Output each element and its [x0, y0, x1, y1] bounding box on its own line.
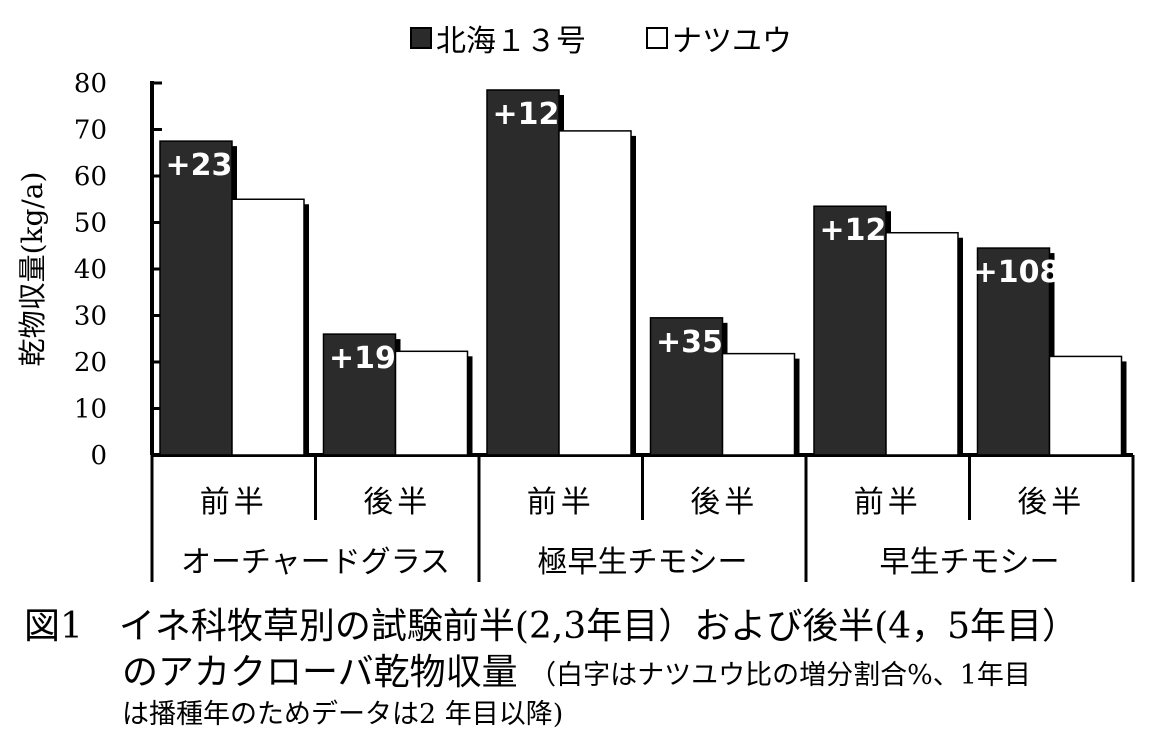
bar-s2-3 — [721, 352, 796, 456]
bar-s1-1 — [322, 333, 397, 456]
bar-s2-1 — [394, 350, 469, 456]
bar-s1-5 — [976, 247, 1051, 456]
x-tick-label-2: 前半 — [527, 485, 595, 520]
y-tick-label-50: 50 — [74, 209, 107, 239]
data-label-3: +35 — [656, 325, 723, 360]
data-label-2: +12 — [493, 97, 560, 132]
bar-s2-2 — [558, 130, 632, 456]
data-label-4: +12 — [820, 213, 887, 248]
y-tick-label-40: 40 — [74, 255, 107, 285]
caption-line-2: のアカクローバ乾物収量 （白字はナツユウ比の増分割合%、1年目 — [24, 651, 1154, 698]
figure-caption: 図1 イネ科牧草別の試験前半(2,3年目）および後半(4，5年目） のアカクロー… — [24, 603, 1154, 732]
x-tick-label-5: 後半 — [1017, 485, 1085, 520]
bar-s1-4 — [813, 205, 887, 456]
group-label-0: オーチャードグラス — [181, 545, 450, 580]
y-axis-label: 乾物収量(kg/a) — [16, 172, 49, 367]
y-tick-label-20: 20 — [74, 348, 107, 378]
y-tick-label-80: 80 — [74, 69, 107, 99]
bar-s1-0 — [159, 140, 233, 456]
data-label-1: +19 — [329, 341, 396, 376]
bar-s1-3 — [649, 317, 724, 456]
y-tick-label-30: 30 — [74, 302, 107, 332]
group-label-2: 早生チモシー — [880, 545, 1060, 580]
bar-s1-2 — [486, 89, 560, 456]
bar-s2-0 — [231, 198, 305, 456]
bar-s2-5 — [1048, 355, 1123, 456]
caption-line-2-note: （白字はナツユウ比の増分割合%、1年目 — [529, 660, 1031, 691]
caption-line-2-main: のアカクローバ乾物収量 — [122, 652, 518, 693]
legend-swatch-series2 — [646, 27, 668, 49]
caption-line-3: は播種年のためデータは2 年目以降) — [122, 699, 564, 730]
legend-label-series2: ナツユウ — [672, 24, 792, 59]
data-label-0: +23 — [166, 148, 233, 183]
legend-label-series1: 北海１３号 — [436, 24, 586, 59]
y-tick-label-10: 10 — [74, 395, 107, 425]
legend-swatch-series1 — [410, 27, 432, 49]
y-tick-label-0: 0 — [90, 441, 107, 471]
bar-chart: 0 10 20 30 40 50 60 70 80 乾物収量(kg/a) 前半 後半 前半 後半 前半 後半オ… — [16, 69, 1135, 582]
caption-line-1: 図1 イネ科牧草別の試験前半(2,3年目）および後半(4，5年目） — [24, 606, 1079, 647]
x-tick-label-0: 前半 — [200, 485, 268, 520]
x-tick-label-3: 後半 — [690, 485, 758, 520]
y-tick-label-70: 70 — [74, 116, 107, 146]
legend: 北海１３号 ナツユウ — [410, 16, 852, 60]
x-tick-label-1: 後半 — [363, 485, 431, 520]
x-tick-label-4: 前半 — [854, 485, 922, 520]
y-tick-label-60: 60 — [74, 162, 107, 192]
legend-item-series1: 北海１３号 — [410, 16, 586, 60]
legend-item-series2: ナツユウ — [646, 16, 792, 60]
bar-s2-4 — [885, 231, 959, 456]
data-label-5: +108 — [973, 255, 1061, 290]
group-label-1: 極早生チモシー — [538, 545, 748, 580]
